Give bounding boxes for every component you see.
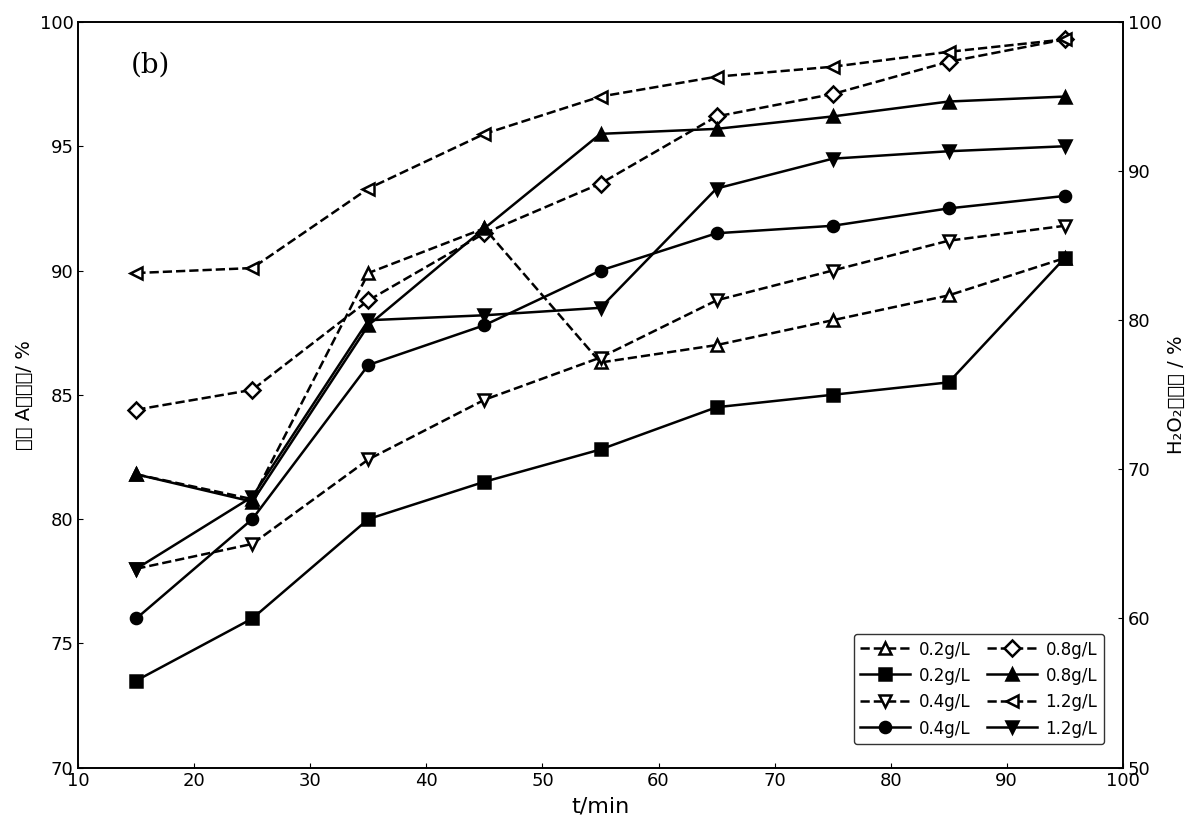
- Legend: 0.2g/L, 0.2g/L, 0.4g/L, 0.4g/L, 0.8g/L, 0.8g/L, 1.2g/L, 1.2g/L: 0.2g/L, 0.2g/L, 0.4g/L, 0.4g/L, 0.8g/L, …: [854, 634, 1104, 745]
- Y-axis label: 双酚 A去除率/ %: 双酚 A去除率/ %: [14, 340, 34, 450]
- Y-axis label: H₂O₂消耗率 / %: H₂O₂消耗率 / %: [1167, 336, 1187, 454]
- Text: (b): (b): [131, 52, 169, 79]
- X-axis label: t/min: t/min: [572, 796, 629, 816]
